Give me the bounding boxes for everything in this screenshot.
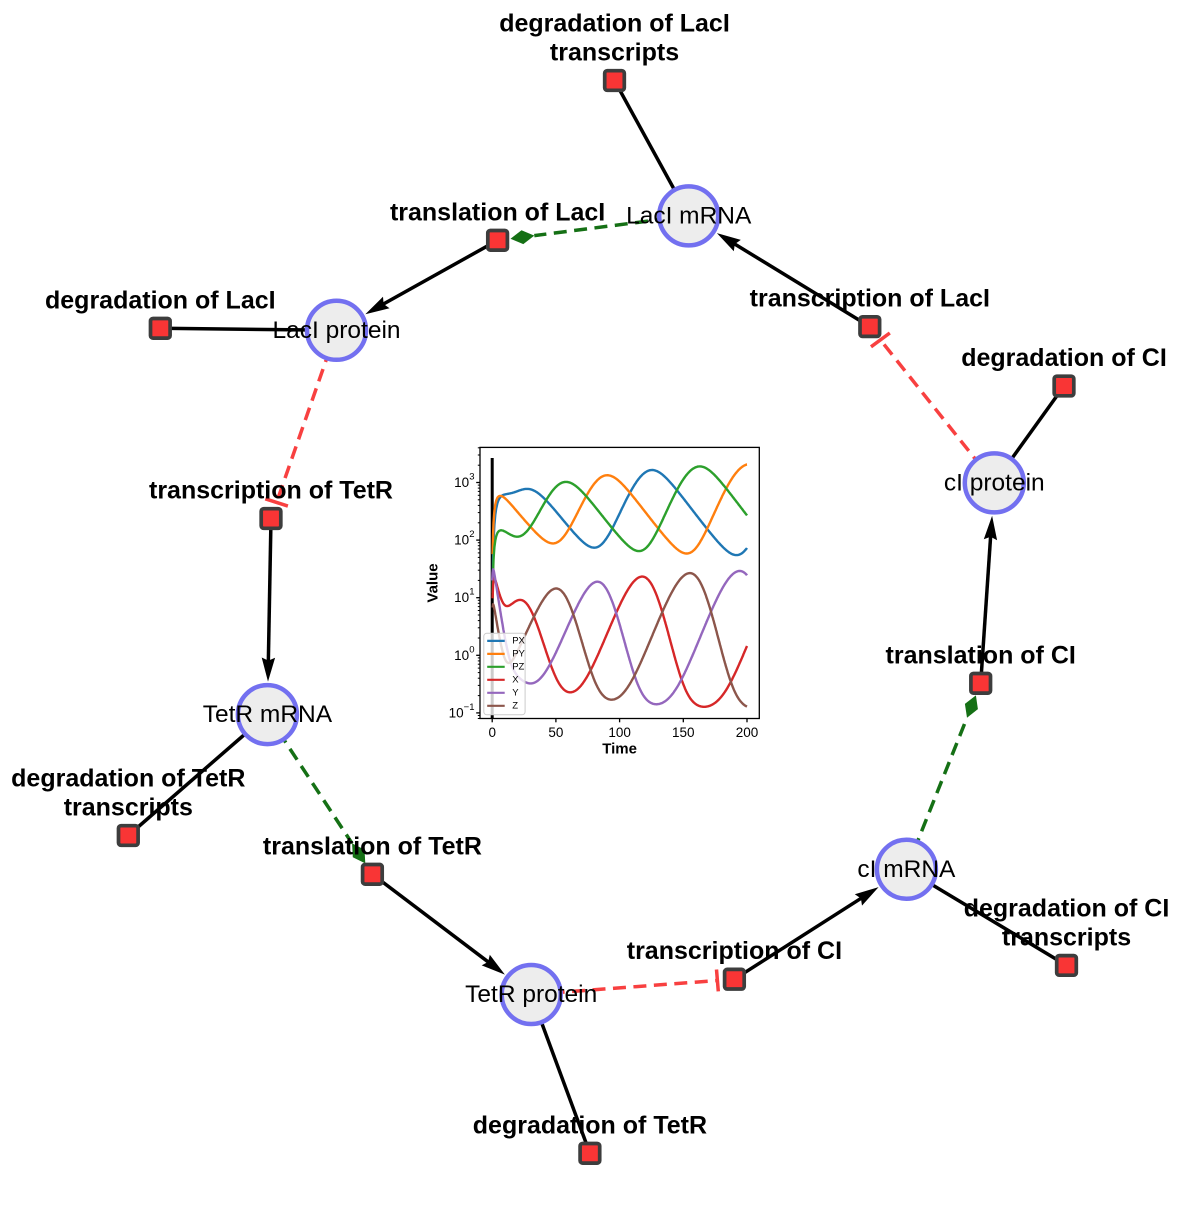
svg-text:Y: Y (512, 687, 519, 698)
svg-text:transcription of TetR: transcription of TetR (149, 477, 393, 505)
svg-text:transcripts: transcripts (550, 39, 679, 67)
svg-text:100: 100 (608, 725, 631, 740)
svg-text:TetR protein: TetR protein (465, 981, 597, 1008)
svg-text:X: X (512, 674, 519, 685)
svg-text:translation of LacI: translation of LacI (390, 198, 605, 226)
svg-text:TetR mRNA: TetR mRNA (203, 701, 333, 728)
svg-text:translation of CI: translation of CI (886, 641, 1076, 669)
svg-text:0: 0 (488, 725, 496, 740)
svg-text:150: 150 (672, 725, 695, 740)
svg-text:LacI protein: LacI protein (272, 317, 400, 344)
svg-text:degradation of TetR: degradation of TetR (473, 1111, 707, 1139)
svg-text:50: 50 (548, 725, 563, 740)
svg-text:degradation of LacI: degradation of LacI (45, 286, 276, 314)
svg-text:LacI mRNA: LacI mRNA (626, 202, 752, 229)
svg-text:Z: Z (512, 700, 518, 711)
svg-text:PZ: PZ (512, 661, 524, 672)
svg-text:transcription of CI: transcription of CI (627, 937, 842, 965)
svg-text:Value: Value (425, 563, 442, 602)
svg-text:Time: Time (602, 741, 637, 758)
svg-text:transcripts: transcripts (64, 794, 193, 822)
svg-text:degradation of CI: degradation of CI (961, 344, 1167, 372)
svg-text:degradation of LacI: degradation of LacI (499, 10, 730, 38)
svg-text:translation of TetR: translation of TetR (263, 832, 482, 860)
svg-text:200: 200 (736, 725, 759, 740)
svg-text:PY: PY (512, 648, 525, 659)
svg-text:PX: PX (512, 635, 525, 646)
svg-text:degradation of TetR: degradation of TetR (11, 765, 245, 793)
svg-text:cI protein: cI protein (944, 469, 1045, 496)
svg-text:cI mRNA: cI mRNA (857, 856, 956, 883)
svg-text:transcription of LacI: transcription of LacI (750, 285, 990, 313)
svg-text:degradation of CI: degradation of CI (964, 894, 1170, 922)
svg-text:transcripts: transcripts (1002, 923, 1131, 951)
